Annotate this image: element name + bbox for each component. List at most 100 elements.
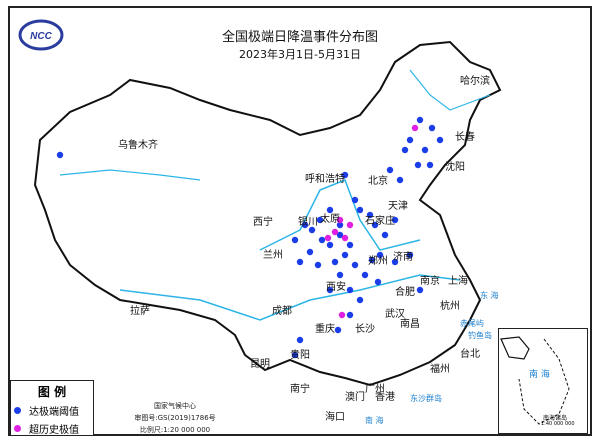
yangtze-river [119,274,461,321]
legend-heading: 图 例 [37,385,67,399]
city-label: 杭州 [440,301,460,312]
threshold-station-dot [336,271,344,279]
threshold-station-dot [308,226,316,234]
record-station-dot [411,124,419,132]
threshold-station-dot [361,271,369,279]
city-label: 长沙 [355,324,375,335]
city-label: 广州 [365,384,385,395]
blue-dot-icon [14,407,21,414]
credits: 国家气候中心 审图号:GS(2019)1786号 比例尺:1:20 000 00… [134,402,216,434]
threshold-station-dot [296,336,304,344]
threshold-station-dot [436,136,444,144]
city-label: 长春 [455,132,475,143]
city-label: 石家庄 [365,216,395,227]
threshold-station-dot [421,146,429,154]
magenta-dot-icon [14,425,21,432]
legend: 图 例 达极端阈值 超历史极值 [10,380,94,436]
legend-item-threshold: 达极端阈值 [11,403,93,418]
city-label: 银川 [298,217,318,228]
sea-label: 钓鱼岛 [468,331,492,340]
national-border [33,40,502,387]
threshold-station-dot [306,248,314,256]
city-label: 昆明 [250,359,270,370]
city-label: 武汉 [385,309,405,320]
threshold-station-dot [374,278,382,286]
city-label: 南昌 [400,319,420,330]
threshold-station-dot [346,241,354,249]
city-label: 上海 [448,276,468,287]
city-label: 合肥 [395,287,415,298]
record-station-dot [331,228,339,236]
threshold-station-dot [368,256,376,264]
city-label: 拉萨 [130,306,150,317]
city-label: 南宁 [290,384,310,395]
threshold-station-dot [386,166,394,174]
threshold-station-dot [356,206,364,214]
threshold-station-dot [396,176,404,184]
city-label: 福州 [430,364,450,375]
logo-text: NCC [30,31,52,42]
city-label: 兰州 [263,250,283,261]
songhua-river [409,69,491,111]
city-label: 西安 [326,282,346,293]
city-label: 重庆 [315,324,335,335]
legend-item-record: 超历史极值 [11,421,93,436]
threshold-station-dot [346,311,354,319]
city-label: 呼和浩特 [305,174,345,185]
threshold-station-dot [56,151,64,159]
threshold-station-dot [356,296,364,304]
threshold-station-dot [326,286,334,294]
map-frame [8,6,592,436]
city-label: 天津 [388,201,408,212]
threshold-station-dot [341,171,349,179]
threshold-station-dot [296,258,304,266]
city-label: 沈阳 [445,162,465,173]
ncc-logo: NCC [18,19,64,51]
threshold-station-dot [301,221,309,229]
threshold-station-dot [346,286,354,294]
city-label: 台北 [460,349,480,360]
map-subtitle: 2023年3月1日-5月31日 [239,48,361,61]
threshold-station-dot [318,236,326,244]
threshold-station-dot [416,286,424,294]
threshold-station-dot [336,231,344,239]
threshold-station-dot [351,196,359,204]
city-label: 哈尔滨 [460,76,490,87]
threshold-station-dot [406,136,414,144]
threshold-station-dot [426,161,434,169]
city-label: 济南 [393,252,413,263]
city-label: 海口 [325,412,345,423]
city-label: 香港 [375,392,395,403]
map-title: 全国极端日降温事件分布图 [221,30,378,45]
city-label: 成都 [272,306,292,317]
city-label: 贵阳 [290,350,310,361]
threshold-station-dot [366,211,374,219]
threshold-station-dot [334,326,342,334]
threshold-station-dot [326,206,334,214]
threshold-station-dot [314,261,322,269]
city-label: 澳门 [345,392,365,403]
threshold-station-dot [291,351,299,359]
threshold-station-dot [376,251,384,259]
record-station-dot [346,221,354,229]
threshold-station-dot [406,251,414,259]
south-china-sea-inset: 南 海 南海诸岛 1:40 000 000 [498,328,588,434]
inset-scale: 1:40 000 000 [541,421,575,427]
threshold-station-dot [391,258,399,266]
yellow-river [259,179,421,251]
threshold-station-dot [326,241,334,249]
city-label: 太原 [320,214,340,225]
record-station-dot [338,311,346,319]
sea-label: 东沙群岛 [410,394,442,403]
record-station-dot [324,234,332,242]
threshold-station-dot [414,161,422,169]
city-label: 乌鲁木齐 [118,140,158,151]
city-label: 南京 [420,276,440,287]
city-label: 北京 [368,176,388,187]
threshold-station-dot [336,221,344,229]
threshold-station-dot [341,251,349,259]
threshold-station-dot [331,258,339,266]
city-label: 郑州 [368,256,388,267]
